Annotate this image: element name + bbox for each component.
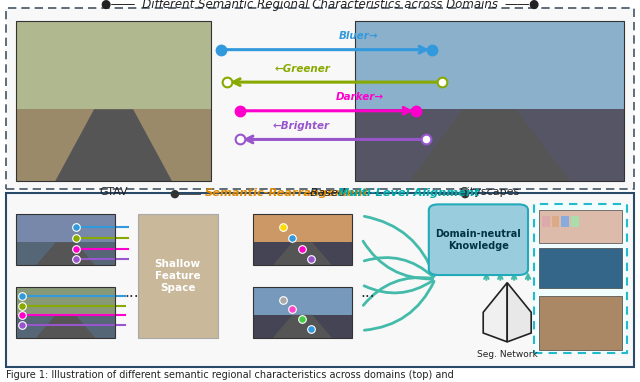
FancyBboxPatch shape <box>253 315 352 338</box>
Text: Seg. Network: Seg. Network <box>477 350 538 359</box>
Text: ←Brighter: ←Brighter <box>272 121 330 131</box>
Text: -Based: -Based <box>306 188 349 198</box>
FancyBboxPatch shape <box>16 21 211 109</box>
Text: ←Greener: ←Greener <box>275 64 330 74</box>
Polygon shape <box>507 283 531 342</box>
Text: ――●: ――● <box>438 188 470 198</box>
FancyBboxPatch shape <box>253 242 352 265</box>
FancyBboxPatch shape <box>6 8 634 189</box>
Text: Multi-Level Alignment: Multi-Level Alignment <box>339 188 480 198</box>
Text: ●――  Different Semantic Regional Characteristics across Domains  ――●: ●―― Different Semantic Regional Characte… <box>101 0 539 11</box>
FancyBboxPatch shape <box>539 248 622 288</box>
Text: ...: ... <box>361 285 375 300</box>
FancyBboxPatch shape <box>561 216 569 227</box>
Polygon shape <box>483 283 507 342</box>
FancyBboxPatch shape <box>542 216 550 227</box>
FancyBboxPatch shape <box>539 296 622 350</box>
Text: Bluer→: Bluer→ <box>339 31 378 41</box>
FancyBboxPatch shape <box>571 216 579 227</box>
FancyBboxPatch shape <box>16 109 211 181</box>
FancyBboxPatch shape <box>16 214 115 242</box>
Polygon shape <box>36 315 95 338</box>
FancyBboxPatch shape <box>138 214 218 338</box>
FancyBboxPatch shape <box>355 21 624 109</box>
FancyBboxPatch shape <box>539 210 622 243</box>
FancyBboxPatch shape <box>552 216 559 227</box>
FancyBboxPatch shape <box>16 286 115 315</box>
FancyBboxPatch shape <box>16 242 115 265</box>
Polygon shape <box>36 242 95 265</box>
FancyBboxPatch shape <box>253 286 352 315</box>
Text: ...: ... <box>124 285 138 300</box>
Text: Domain-neutral
Knowledge: Domain-neutral Knowledge <box>436 229 521 251</box>
Text: GTAV: GTAV <box>99 187 128 197</box>
FancyBboxPatch shape <box>355 109 624 181</box>
FancyBboxPatch shape <box>429 204 528 275</box>
Polygon shape <box>409 109 570 181</box>
FancyBboxPatch shape <box>16 315 115 338</box>
Text: Cityscapes: Cityscapes <box>460 187 520 197</box>
Text: ●――: ●―― <box>170 188 202 198</box>
Polygon shape <box>273 242 332 265</box>
Text: Semantic-Rearrangement: Semantic-Rearrangement <box>205 188 369 198</box>
Polygon shape <box>273 315 332 338</box>
Text: Darker→: Darker→ <box>336 92 384 102</box>
FancyBboxPatch shape <box>6 193 634 367</box>
Polygon shape <box>55 109 172 181</box>
FancyBboxPatch shape <box>534 204 627 353</box>
Text: Shallow
Feature
Space: Shallow Feature Space <box>154 259 201 293</box>
FancyBboxPatch shape <box>253 214 352 242</box>
Text: Figure 1: Illustration of different semantic regional characteristics across dom: Figure 1: Illustration of different sema… <box>6 370 454 380</box>
